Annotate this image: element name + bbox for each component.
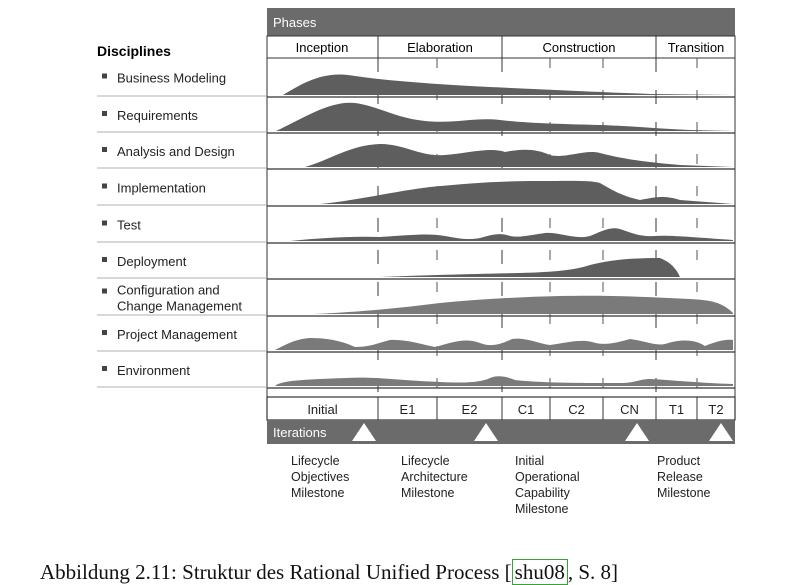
milestone-triangle-lco bbox=[352, 423, 376, 441]
discipline-bullet bbox=[102, 183, 107, 189]
milestone-label: Milestone bbox=[401, 486, 455, 500]
phases-header-bar bbox=[267, 8, 735, 36]
discipline-label: Configuration and bbox=[117, 283, 220, 298]
discipline-label: Implementation bbox=[117, 181, 206, 196]
iterations-bar bbox=[267, 420, 735, 444]
milestone-triangle-release bbox=[709, 423, 733, 441]
milestone-label: Product bbox=[657, 454, 701, 468]
milestone-label: Objectives bbox=[291, 470, 349, 484]
discipline-label: Deployment bbox=[117, 254, 187, 269]
caption-prefix: Abbildung 2.11: Struktur des Rational Un… bbox=[40, 560, 512, 584]
discipline-label: Business Modeling bbox=[117, 71, 226, 86]
discipline-bullet bbox=[102, 220, 107, 226]
iteration-label: Initial bbox=[307, 402, 337, 417]
discipline-label: Requirements bbox=[117, 108, 198, 123]
disciplines-label: Disciplines bbox=[97, 43, 171, 59]
milestone-label: Lifecycle bbox=[291, 454, 340, 468]
discipline-bullet bbox=[102, 288, 107, 294]
milestone-label: Lifecycle bbox=[401, 454, 450, 468]
discipline-bullet bbox=[102, 111, 107, 116]
iterations-label: Iterations bbox=[273, 425, 327, 440]
milestone-label: Initial bbox=[515, 454, 544, 468]
citation-link[interactable]: shu08 bbox=[511, 559, 568, 585]
curve-business-modeling bbox=[283, 74, 733, 95]
milestone-label: Milestone bbox=[515, 502, 569, 516]
phase-row bbox=[266, 35, 736, 59]
discipline-bullet bbox=[102, 147, 107, 152]
iteration-label: E1 bbox=[400, 402, 416, 417]
discipline-label: Environment bbox=[117, 363, 190, 378]
phase-construction: Construction bbox=[543, 40, 616, 55]
discipline-label: Analysis and Design bbox=[117, 144, 235, 159]
iteration-label: T2 bbox=[708, 402, 723, 417]
milestone-triangle-lca bbox=[474, 423, 498, 441]
curve-deployment bbox=[380, 258, 680, 277]
discipline-bullet bbox=[102, 366, 107, 371]
curve-config-change-mgmt bbox=[313, 295, 733, 314]
iteration-label: T1 bbox=[669, 402, 684, 417]
discipline-bullet bbox=[102, 73, 107, 79]
phase-inception: Inception bbox=[296, 40, 349, 55]
iteration-label: C1 bbox=[518, 402, 535, 417]
iteration-label: CN bbox=[620, 402, 639, 417]
iteration-label: C2 bbox=[568, 402, 585, 417]
phase-transition: Transition bbox=[668, 40, 725, 55]
figure-caption: Abbildung 2.11: Struktur des Rational Un… bbox=[40, 559, 619, 585]
iteration-label: E2 bbox=[462, 402, 478, 417]
milestone-triangle-ioc bbox=[625, 423, 649, 441]
discipline-bullet bbox=[102, 257, 107, 262]
discipline-label: Project Management bbox=[117, 327, 237, 342]
discipline-label: Change Management bbox=[117, 299, 242, 314]
workflow-curves bbox=[275, 74, 733, 386]
phases-label: Phases bbox=[273, 15, 317, 30]
discipline-bullet bbox=[102, 330, 107, 335]
milestone-label: Milestone bbox=[291, 486, 345, 500]
curve-implementation bbox=[320, 180, 733, 204]
curve-requirements bbox=[276, 102, 733, 131]
milestone-label: Milestone bbox=[657, 486, 711, 500]
caption-suffix: , S. 8] bbox=[567, 560, 619, 584]
curve-environment bbox=[275, 376, 733, 386]
milestone-label: Capability bbox=[515, 486, 571, 500]
milestone-label: Architecture bbox=[401, 470, 468, 484]
milestone-label: Release bbox=[657, 470, 703, 484]
phase-elaboration: Elaboration bbox=[407, 40, 473, 55]
discipline-label: Test bbox=[117, 218, 141, 233]
curve-project-management bbox=[275, 338, 733, 350]
milestone-label: Operational bbox=[515, 470, 580, 484]
curve-analysis-design bbox=[305, 144, 733, 167]
curve-test bbox=[290, 228, 733, 241]
